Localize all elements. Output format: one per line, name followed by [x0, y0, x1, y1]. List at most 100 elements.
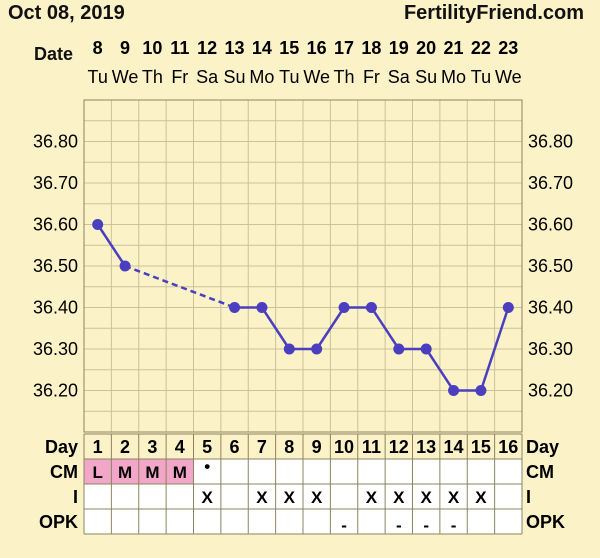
weekday-label: Tu [279, 67, 299, 87]
cycle-day-number: 9 [312, 437, 322, 457]
table-cell-mark: M [173, 463, 187, 482]
date-number: 14 [252, 38, 272, 58]
weekday-label: We [495, 67, 522, 87]
date-number: 23 [498, 38, 518, 58]
table-cell-mark: X [202, 488, 214, 507]
weekday-label: Th [142, 67, 163, 87]
cm-highlight-cell [166, 459, 194, 484]
day-row-label-right: Day [526, 437, 559, 457]
cycle-day-number: 11 [362, 437, 381, 457]
temp-point [283, 343, 295, 355]
date-number: 9 [120, 38, 130, 58]
cycle-day-number: 14 [444, 437, 464, 457]
temp-point [475, 385, 487, 396]
temp-line [479, 307, 510, 391]
table-cell-mark: • [204, 457, 210, 476]
weekday-label: Tu [471, 67, 491, 87]
temp-point [393, 343, 405, 355]
y-tick-right: 36.20 [528, 381, 573, 401]
temp-point [338, 302, 350, 313]
table-row-label-left: OPK [39, 512, 78, 532]
y-tick-left: 36.30 [33, 339, 78, 359]
table-row-label-right: OPK [526, 512, 565, 532]
date-number: 18 [361, 38, 381, 58]
date-number: 20 [416, 38, 436, 58]
temp-point [119, 260, 131, 272]
plot-border [83, 99, 523, 433]
cycle-day-number: 10 [334, 437, 354, 457]
y-tick-right: 36.60 [528, 215, 573, 235]
table-cell-mark: X [311, 488, 323, 507]
temp-point [502, 302, 514, 313]
temp-point [92, 219, 104, 230]
weekday-label: Su [415, 67, 437, 87]
weekday-label: Th [334, 67, 355, 87]
date-number: 10 [142, 38, 162, 58]
table-cell-mark: - [451, 516, 457, 535]
weekday-label: Sa [196, 67, 219, 87]
temp-point [420, 343, 432, 355]
table-row-label-right: CM [526, 462, 554, 482]
temp-line [370, 306, 400, 350]
y-tick-right: 36.70 [528, 173, 573, 193]
table-cell-mark: X [256, 488, 268, 507]
y-tick-left: 36.80 [33, 132, 78, 152]
temp-point [256, 302, 268, 313]
table-cell-mark: X [284, 488, 296, 507]
weekday-label: Fr [363, 67, 380, 87]
cm-highlight-cell [138, 459, 167, 484]
cycle-day-number: 6 [230, 437, 240, 457]
table-row-label-left: I [73, 487, 78, 507]
y-tick-right: 36.30 [528, 339, 573, 359]
temp-line [260, 306, 291, 350]
date-number: 21 [444, 38, 464, 58]
date-number: 22 [471, 38, 491, 58]
cycle-day-number: 2 [120, 437, 130, 457]
temp-point [365, 302, 377, 313]
y-tick-right: 36.40 [528, 298, 573, 318]
table-cell-mark: M [145, 463, 159, 482]
cycle-day-number: 16 [498, 437, 518, 457]
cycle-day-number: 15 [471, 437, 491, 457]
weekday-label: Su [224, 67, 246, 87]
date-number: 12 [197, 38, 217, 58]
date-number: 16 [307, 38, 327, 58]
y-tick-left: 36.40 [33, 298, 78, 318]
y-tick-left: 36.70 [33, 173, 78, 193]
weekday-label: Mo [441, 67, 466, 87]
chart-date: Oct 08, 2019 [8, 2, 125, 24]
weekday-label: Sa [388, 67, 411, 87]
cm-highlight-cell [111, 459, 139, 484]
cycle-day-number: 5 [202, 437, 212, 457]
y-tick-left: 36.50 [33, 256, 78, 276]
table-cell-mark: - [423, 516, 429, 535]
cycle-day-number: 12 [389, 437, 409, 457]
table-cell-mark: X [393, 488, 405, 507]
date-number: 17 [334, 38, 354, 58]
weekday-label: Mo [249, 67, 274, 87]
cycle-day-number: 13 [416, 437, 436, 457]
temp-line [425, 348, 455, 392]
table-cell-mark: - [396, 516, 402, 535]
site-name[interactable]: FertilityFriend.com [403, 2, 584, 24]
table-row-label-left: CM [50, 462, 78, 482]
temp-point [448, 385, 460, 396]
y-tick-left: 36.20 [33, 381, 78, 401]
table-cell-mark: L [92, 463, 102, 482]
table-row-label-right: I [526, 487, 531, 507]
weekday-label: We [303, 67, 330, 87]
table-cell-mark: M [118, 463, 132, 482]
temp-point [229, 302, 241, 313]
cm-highlight-cell [84, 459, 112, 484]
table-cell-mark: - [341, 516, 347, 535]
date-number: 19 [389, 38, 409, 58]
date-number: 15 [279, 38, 299, 58]
cycle-day-number: 7 [257, 437, 267, 457]
cycle-day-number: 8 [284, 437, 294, 457]
weekday-label: Tu [88, 67, 108, 87]
y-tick-right: 36.50 [528, 256, 573, 276]
y-tick-right: 36.80 [528, 132, 573, 152]
y-tick-left: 36.60 [33, 215, 78, 235]
temp-point [311, 343, 323, 355]
cycle-day-number: 1 [93, 437, 103, 457]
